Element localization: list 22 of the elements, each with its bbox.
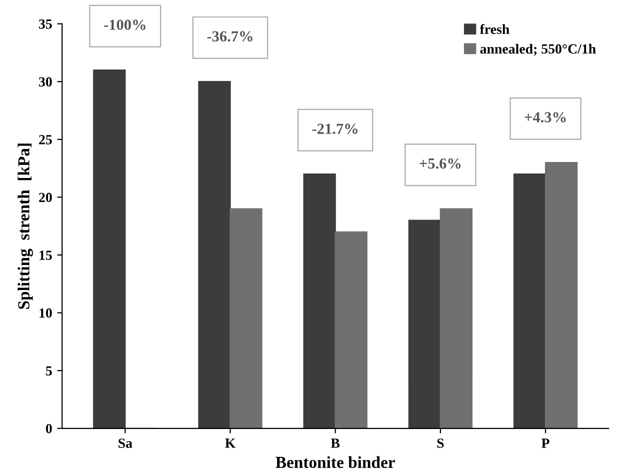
x-tick-label: P [542, 438, 550, 448]
y-tick-label: 35 [39, 19, 52, 29]
x-tick-label: K [225, 438, 236, 448]
y-tick-label: 10 [40, 308, 52, 318]
x-tick-label: Sa [118, 438, 132, 448]
annotation: -100% [104, 20, 146, 30]
y-axis-title: Splitting strenth [kPa] [18, 144, 33, 309]
y-tick-label: 30 [39, 77, 52, 87]
y-tick-label: 25 [39, 135, 52, 144]
legend-label: fresh [480, 24, 510, 34]
annotation: -21.7% [312, 124, 358, 134]
y-tick-label: 20 [39, 192, 52, 202]
legend-label: annealed; 550°C/1h [480, 44, 596, 56]
x-tick-label: S [437, 438, 444, 448]
y-tick-label: 15 [40, 250, 52, 260]
annotation: +4.3% [524, 112, 566, 122]
y-tick-label: 5 [46, 366, 52, 376]
x-tick-label: B [330, 438, 340, 448]
y-tick-label: 0 [46, 424, 52, 434]
annotation: -36.7% [207, 31, 252, 42]
annotation: +5.6% [420, 158, 461, 169]
x-axis-title: Bentonite binder [276, 456, 395, 468]
